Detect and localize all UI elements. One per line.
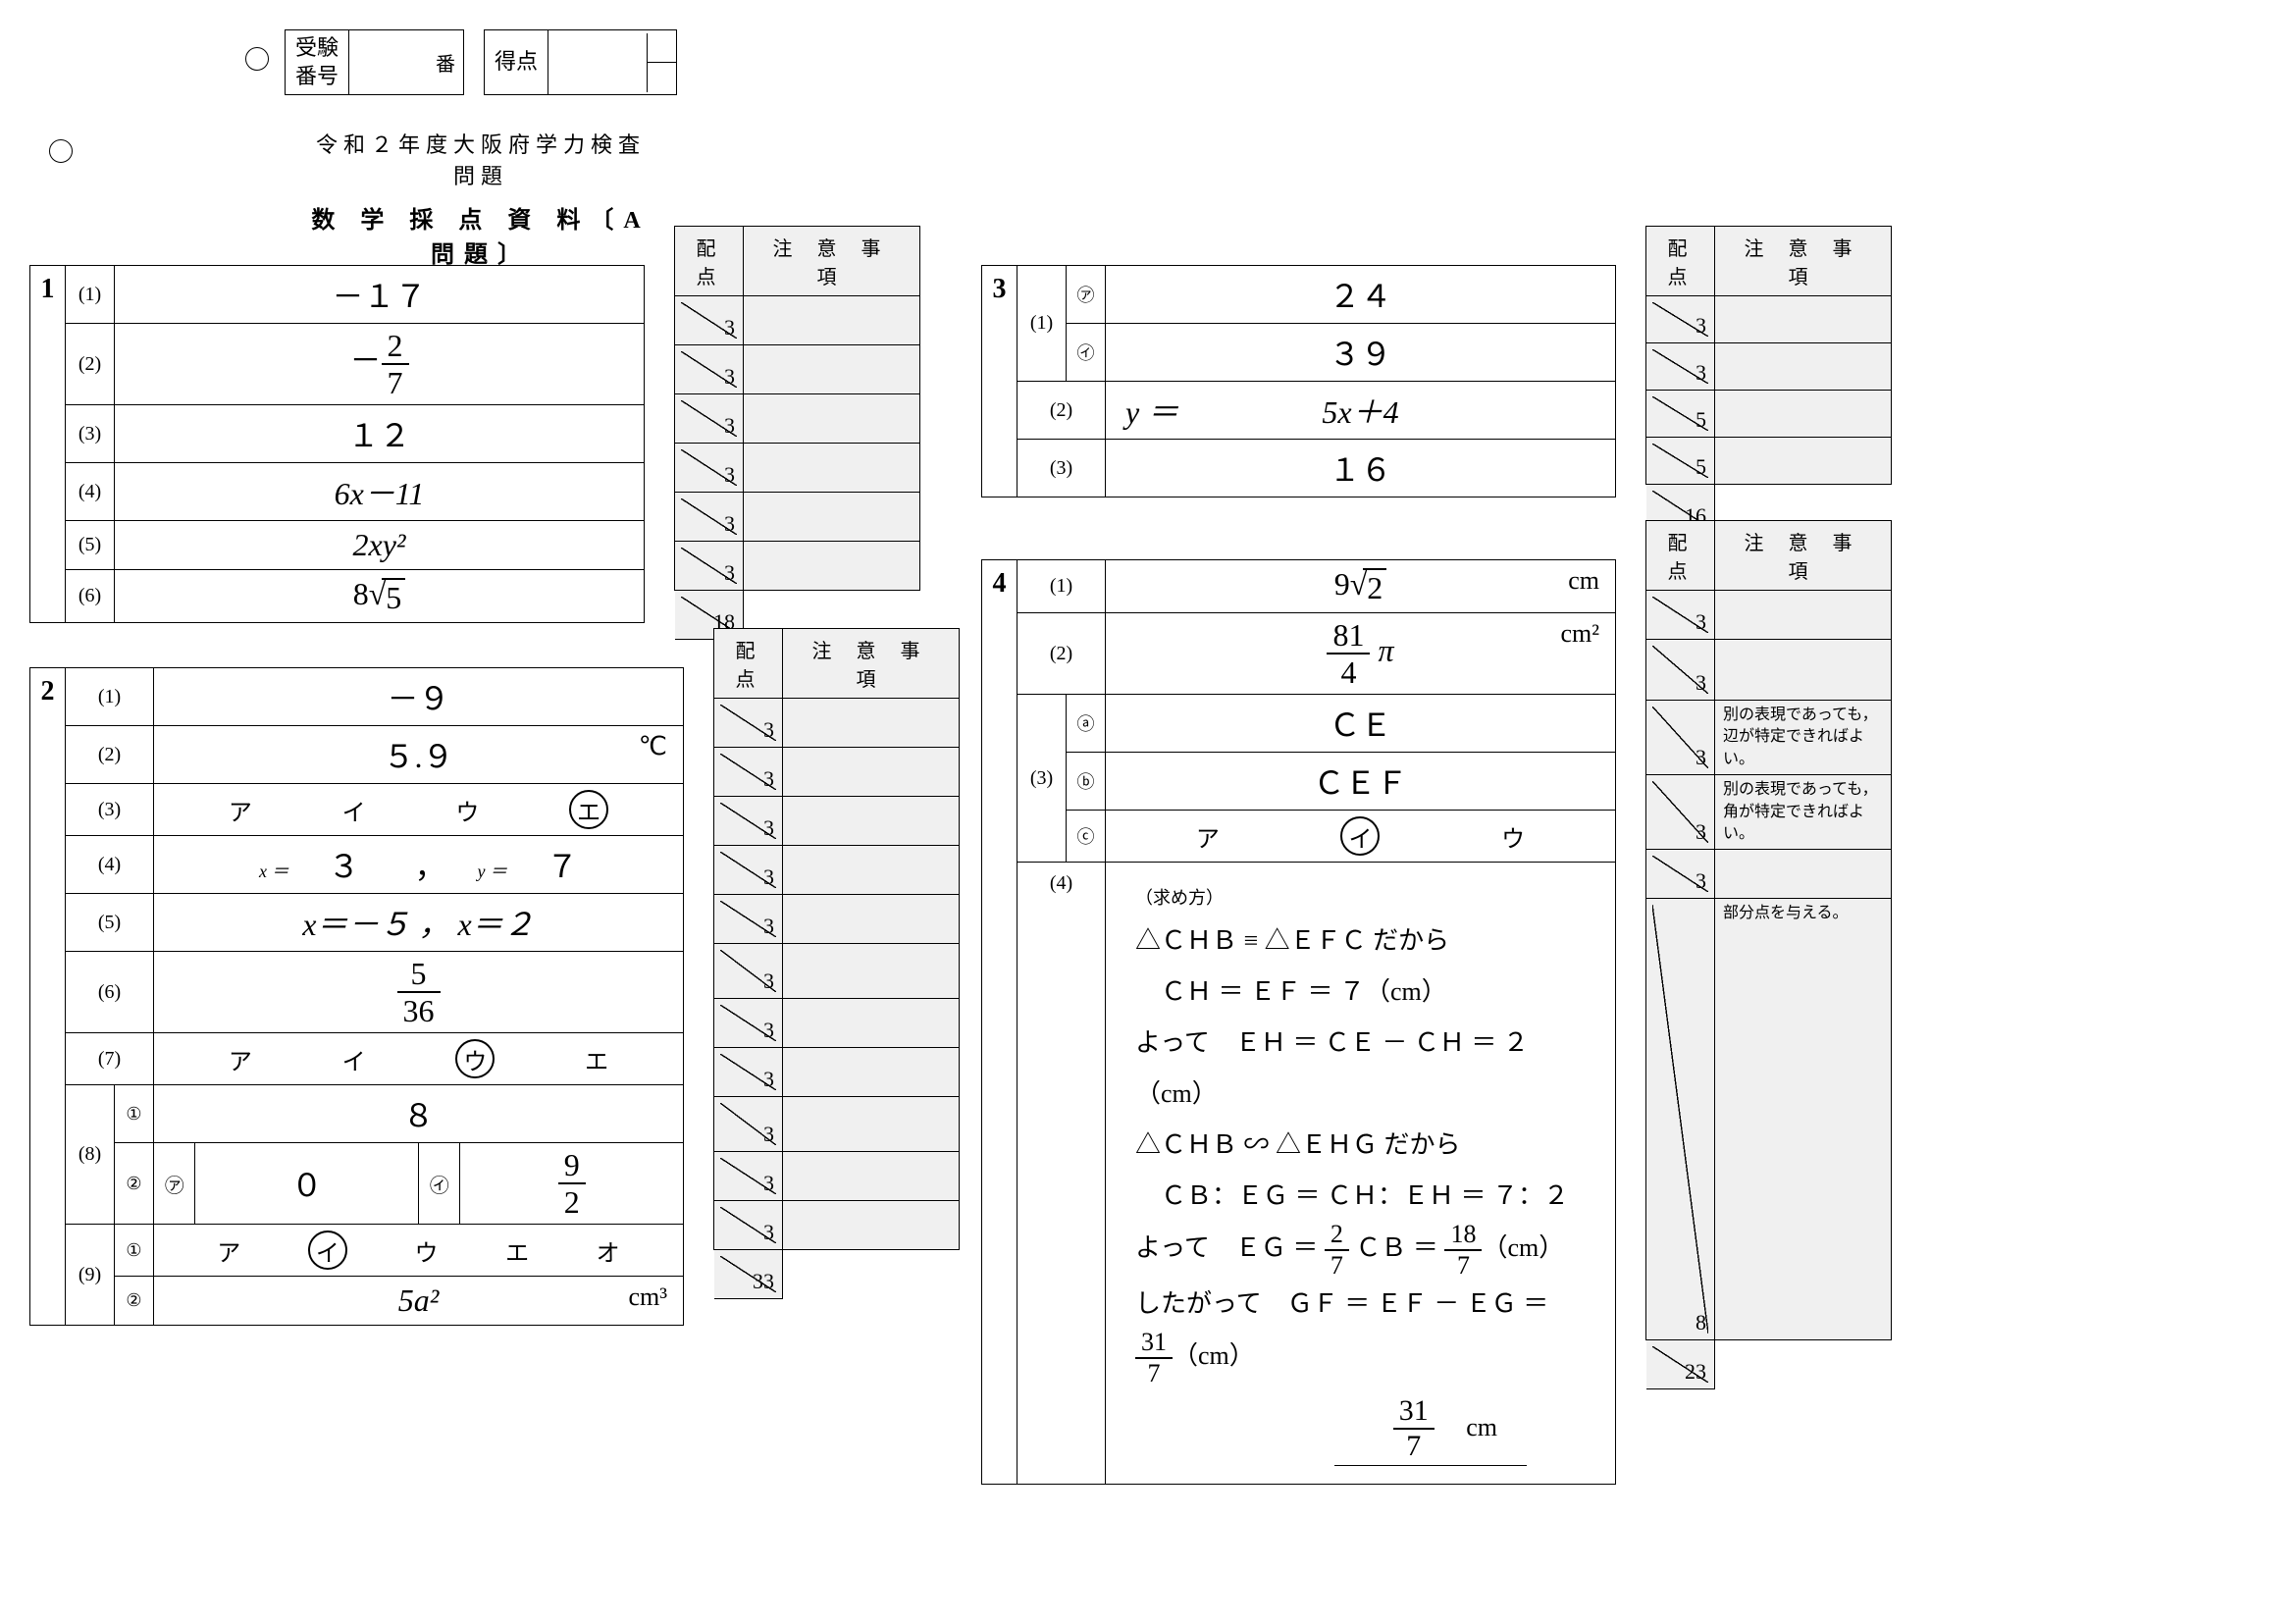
q3-answer-table: 3 (1) ㋐ ２４ ㋑ ３９ (2) y ＝ 5x＋4 (3) １６ [981, 265, 1616, 497]
question-3-block: 3 (1) ㋐ ２４ ㋑ ３９ (2) y ＝ 5x＋4 (3) １６ 配 点注… [981, 265, 1892, 534]
q4-4-proof: （求め方） △ＣＨＢ ≡ △ＥＦＣ だから ＣＨ ＝ ＥＦ ＝ ７（cm） よっ… [1116, 868, 1605, 1478]
score-label: 得点 [485, 30, 548, 94]
exam-number-box: 受験 番号 番 [285, 29, 464, 95]
punch-hole [245, 47, 269, 71]
exam-number-field[interactable] [349, 33, 428, 92]
question-4-block: 4 (1) 9√2cm (2) 814 πcm² (3) ⓐ ＣＥ ⓑ ＣＥＦ … [981, 559, 1892, 1485]
question-1-block: 1 (1) －１７ (2)－27 (3)１２ (4)6x－11 (5)2xy² … [29, 265, 920, 640]
punch-hole [49, 139, 73, 163]
header-boxes: 受験 番号 番 得点 [285, 29, 677, 95]
q1-answer-table: 1 (1) －１７ (2)－27 (3)１２ (4)6x－11 (5)2xy² … [29, 265, 645, 623]
q1-1-sub: (1) [66, 266, 115, 324]
q1-number: 1 [30, 266, 66, 623]
q4-score-table: 配 点注 意 事 項 3 3 3別の表現であっても，辺が特定できればよい。 3別… [1645, 520, 1892, 1389]
ban-label: 番 [428, 48, 463, 77]
document-titles: 令和２年度大阪府学力検査問題 数 学 採 点 資 料〔A問題〕 [304, 128, 657, 269]
title-line-2: 数 学 採 点 資 料〔A問題〕 [304, 200, 657, 269]
question-2-block: 2 (1) －９ (2) ５.９℃ (3) アイウエ (4) x ＝ ３ ， y… [29, 667, 960, 1326]
exam-number-label: 受験 番号 [286, 30, 349, 94]
q1-score-table: 配 点注 意 事 項 3 3 3 3 3 3 18 [674, 226, 920, 640]
q1-1-ans: －１７ [115, 266, 645, 324]
score-sub [647, 33, 676, 92]
score-box: 得点 [484, 29, 677, 95]
q4-answer-table: 4 (1) 9√2cm (2) 814 πcm² (3) ⓐ ＣＥ ⓑ ＣＥＦ … [981, 559, 1616, 1485]
q3-score-table: 配 点注 意 事 項 3 3 5 5 16 [1645, 226, 1892, 534]
title-line-1: 令和２年度大阪府学力検査問題 [304, 128, 657, 190]
q2-score-table: 配 点注 意 事 項 3 3 3 3 3 3 3 3 3 3 3 33 [713, 628, 960, 1299]
score-field[interactable] [548, 33, 647, 92]
q2-answer-table: 2 (1) －９ (2) ５.９℃ (3) アイウエ (4) x ＝ ３ ， y… [29, 667, 684, 1326]
